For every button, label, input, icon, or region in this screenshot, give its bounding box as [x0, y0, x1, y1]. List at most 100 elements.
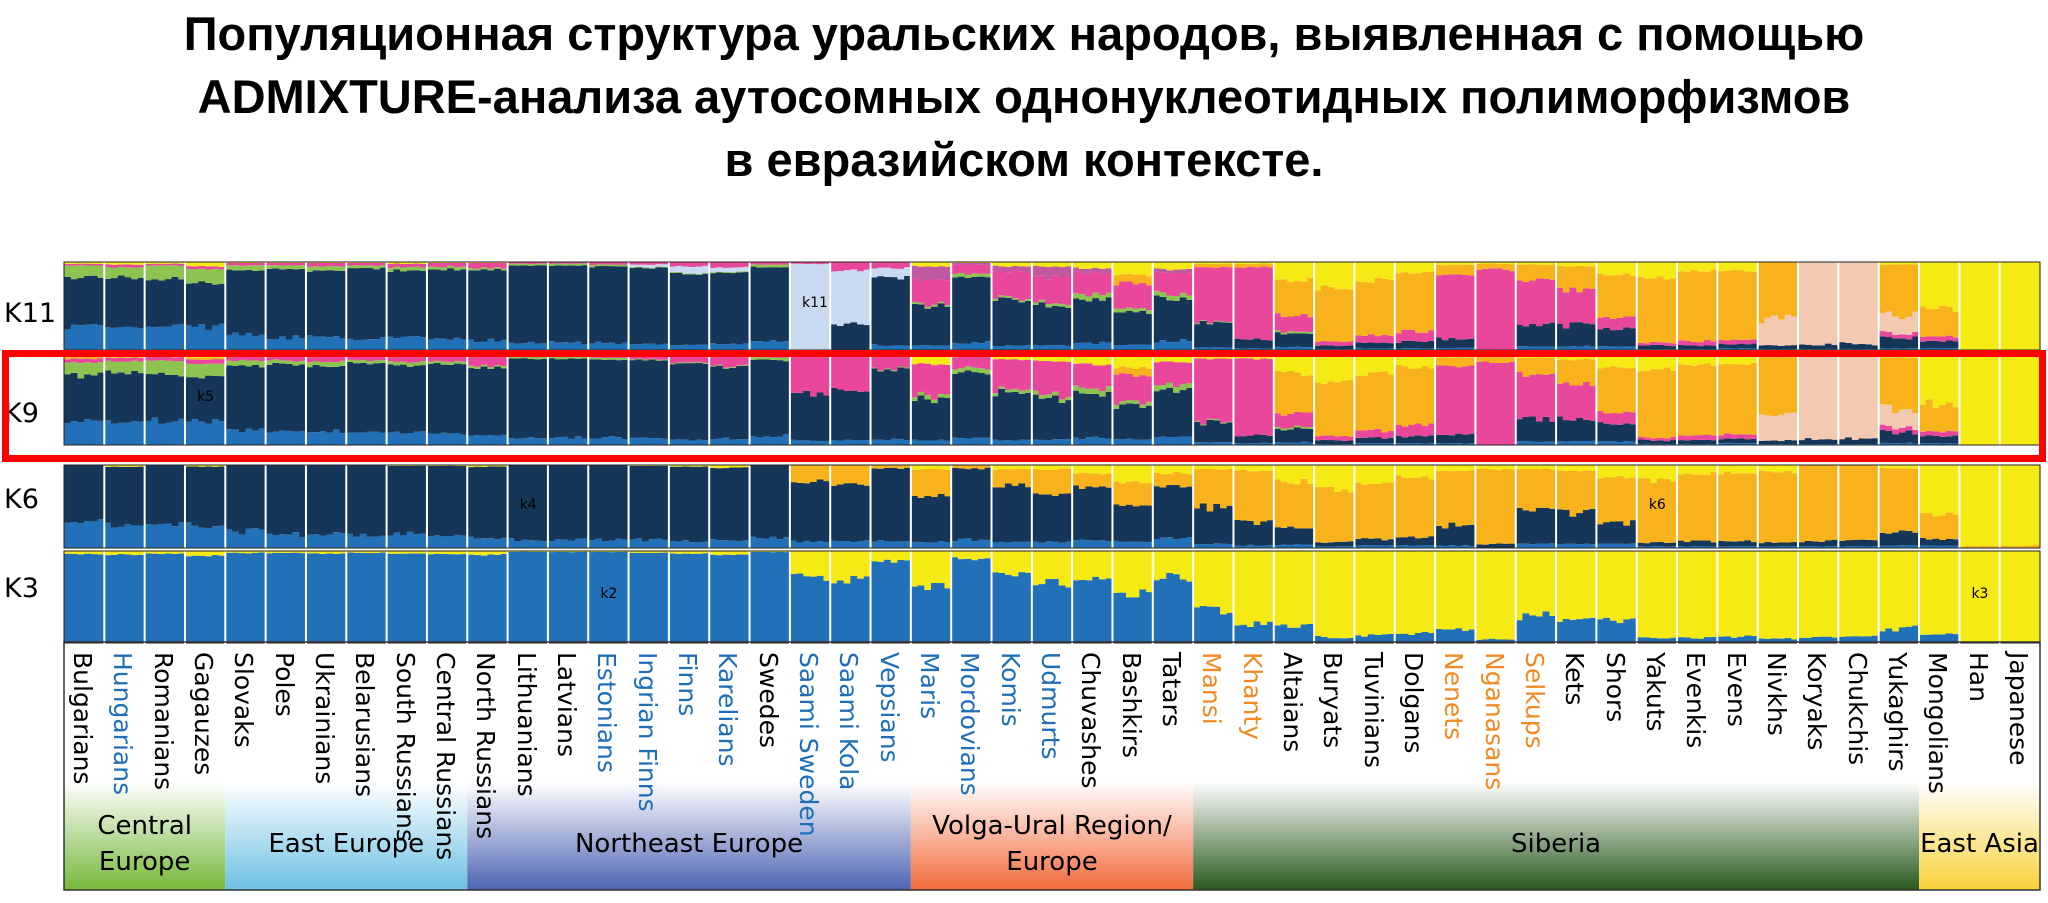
bar-segment [1932, 516, 1940, 539]
bar-segment [621, 342, 630, 350]
bar-segment [1193, 263, 1201, 268]
bar-segment [1603, 543, 1611, 548]
bar-segment [1092, 465, 1100, 474]
bar-segment [1885, 628, 1893, 643]
bar-segment [460, 361, 468, 365]
population-label: Han [1963, 652, 1993, 702]
bar-segment [1495, 263, 1503, 269]
bar-segment [1072, 390, 1080, 438]
bar-segment [742, 554, 751, 643]
bar-segment [756, 267, 764, 342]
bar-segment [1300, 528, 1308, 545]
bar-segment [642, 541, 650, 548]
bar-segment [2026, 545, 2034, 548]
bar-segment [1374, 428, 1382, 438]
bar-segment [1878, 465, 1887, 468]
bar-segment [1784, 638, 1792, 643]
bar-segment [588, 262, 596, 266]
bar-segment [1824, 262, 1833, 344]
bar-segment [904, 276, 912, 346]
bar-segment [789, 465, 798, 483]
bar-segment [164, 465, 173, 524]
bar-segment [1287, 371, 1295, 414]
bar-segment [1065, 551, 1073, 588]
bar-segment [1939, 634, 1947, 643]
bar-segment [1099, 355, 1107, 366]
bar-segment [1307, 262, 1315, 278]
bar-segment [1300, 333, 1308, 348]
bar-segment [238, 365, 247, 433]
bar-segment [1300, 544, 1308, 548]
bar-segment [642, 360, 650, 438]
bar-segment [205, 357, 213, 360]
bar-segment [870, 344, 878, 350]
bar-segment [1703, 540, 1712, 547]
bar-segment [1515, 262, 1524, 265]
bar-segment [1099, 540, 1107, 548]
bar-segment [1414, 341, 1423, 349]
bar-segment [857, 578, 865, 643]
bar-segment [1085, 363, 1093, 389]
bar-segment [1307, 375, 1315, 413]
bar-segment [1757, 345, 1766, 350]
bar-segment [1226, 322, 1235, 348]
bar-segment [1952, 337, 1960, 342]
bar-segment [796, 465, 804, 483]
bar-segment [1004, 389, 1013, 393]
bar-segment [1347, 379, 1356, 437]
bar-segment [1569, 465, 1577, 471]
bar-segment [1374, 551, 1382, 635]
bar-segment [897, 439, 905, 445]
bar-segment [1004, 355, 1013, 360]
bar-segment [561, 359, 569, 437]
bar-segment [191, 525, 200, 548]
bar-segment [1441, 545, 1450, 548]
bar-segment [178, 465, 186, 523]
bar-segment [1347, 492, 1356, 542]
bar-segment [756, 357, 764, 360]
bar-segment [1461, 347, 1470, 350]
bar-segment [1293, 551, 1302, 628]
bar-segment [541, 265, 549, 343]
bar-segment [978, 539, 986, 548]
bar-segment [1125, 465, 1134, 482]
title-line-1: Популяционная структура уральских народо… [183, 7, 1865, 60]
bar-segment [1502, 363, 1510, 445]
bar-segment [1945, 402, 1954, 431]
bar-segment [776, 539, 784, 548]
bar-segment [1226, 442, 1235, 445]
bar-segment [1522, 440, 1530, 445]
bar-segment [198, 324, 206, 350]
bar-segment [1052, 262, 1060, 267]
bar-segment [1677, 540, 1685, 547]
bar-segment [1226, 465, 1235, 469]
bar-segment [783, 357, 791, 362]
bar-segment [1414, 435, 1423, 444]
bar-segment [1408, 424, 1416, 437]
bar-segment [1038, 345, 1046, 350]
bar-segment [547, 266, 556, 342]
bar-segment [1414, 262, 1423, 274]
bar-segment [1152, 295, 1161, 343]
bar-segment [1737, 551, 1745, 637]
bar-segment [1522, 510, 1530, 544]
bar-segment [1199, 544, 1208, 548]
bar-segment [796, 355, 804, 393]
bar-segment [1052, 361, 1060, 392]
bar-segment [191, 266, 200, 270]
bar-segment [762, 538, 771, 548]
bar-segment [675, 271, 683, 273]
bar-segment [1159, 272, 1167, 293]
bar-segment [184, 262, 193, 267]
bar-segment [319, 362, 327, 367]
panel-frame [63, 464, 2041, 549]
bar-segment [1300, 375, 1308, 413]
bar-segment [1623, 262, 1631, 274]
bar-segment [1898, 545, 1907, 548]
bar-segment [1408, 368, 1416, 425]
region-label-5: East Asia [1920, 829, 2039, 859]
bar-segment [1112, 368, 1120, 375]
bar-segment [1307, 442, 1315, 445]
bar-segment [1139, 308, 1147, 311]
bar-segment [1233, 443, 1241, 445]
